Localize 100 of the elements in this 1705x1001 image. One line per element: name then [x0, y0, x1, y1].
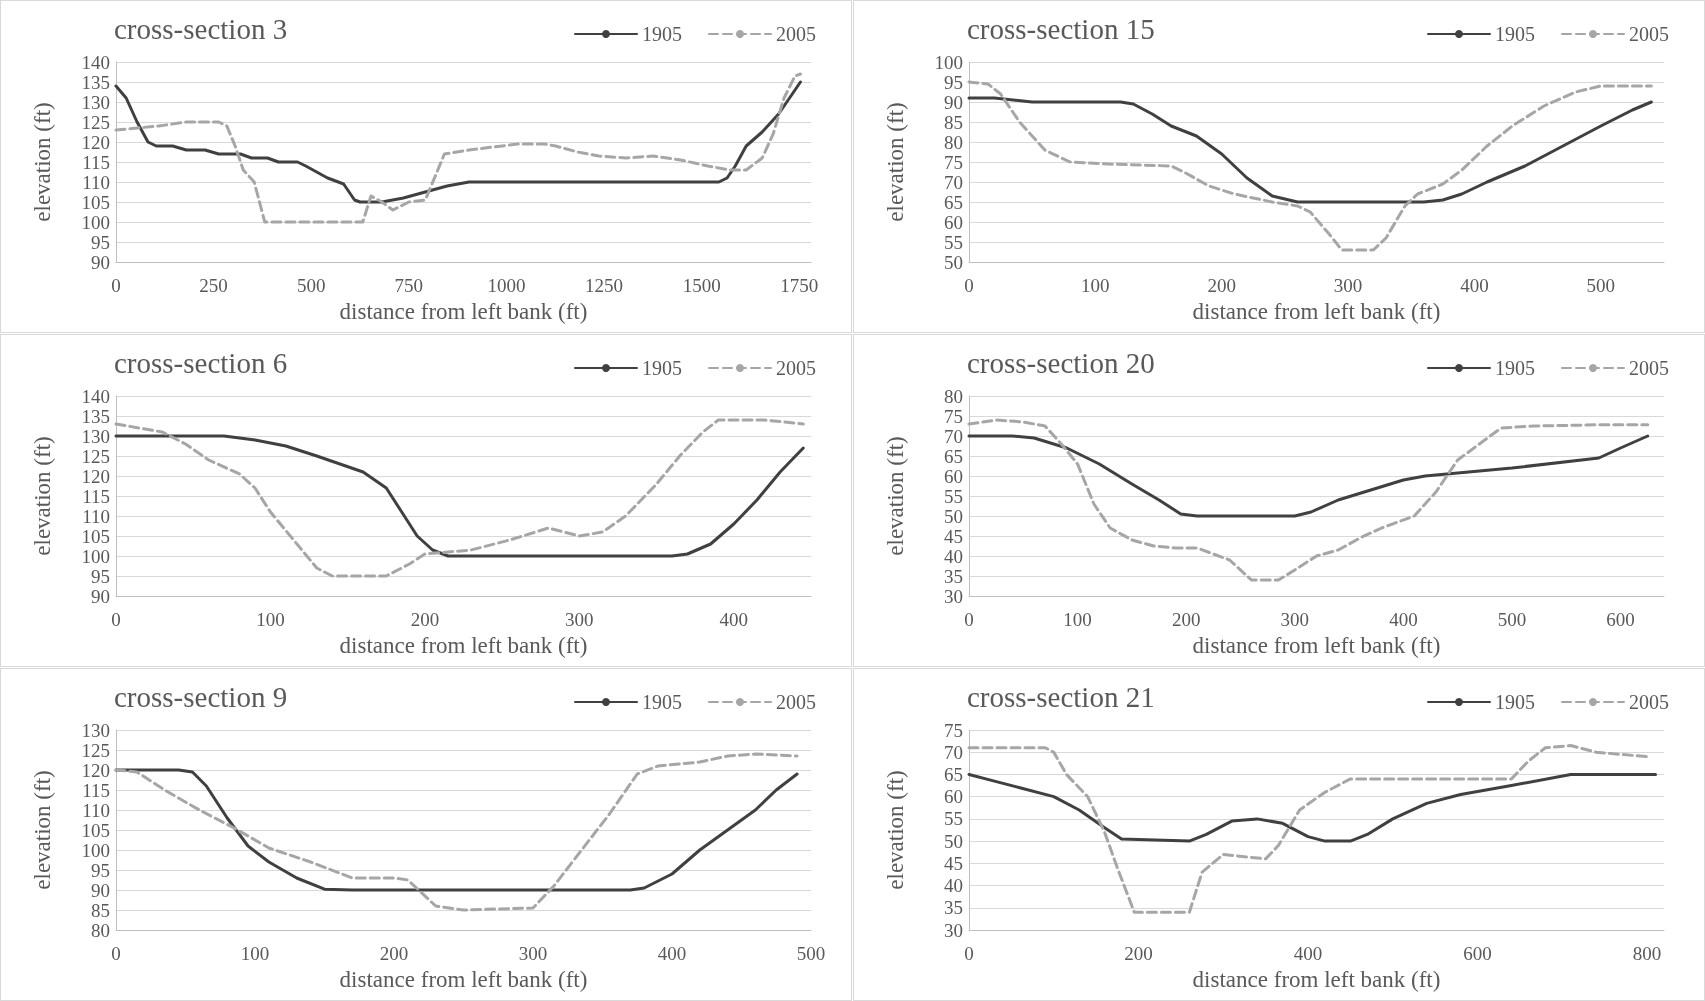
y-tick-label: 40 [944, 875, 963, 897]
y-tick-label: 80 [944, 385, 963, 407]
x-tick-label: 100 [1063, 609, 1092, 630]
legend-label: 1905 [1495, 691, 1535, 713]
y-tick-label: 75 [944, 151, 963, 173]
line-series [114, 418, 805, 578]
legend-label: 2005 [1629, 357, 1669, 379]
x-tick-label: 0 [111, 609, 121, 630]
y-tick-label: 60 [944, 465, 963, 487]
y-tick-label: 35 [944, 897, 963, 919]
x-tick-label: 300 [1280, 609, 1310, 630]
y-tick-label: 55 [944, 808, 963, 830]
line-series [114, 752, 799, 912]
x-tick-label: 0 [964, 943, 974, 964]
legend-label: 2005 [776, 23, 816, 45]
x-tick-label: 200 [1124, 943, 1153, 964]
line-series [967, 96, 1653, 204]
y-tick-label: 110 [82, 799, 110, 821]
y-tick-label: 35 [944, 565, 963, 587]
x-tick-label: 400 [1293, 943, 1323, 964]
y-tick-label: 60 [944, 211, 963, 233]
y-axis-title: elevation (ft) [883, 770, 908, 890]
y-tick-label: 130 [81, 91, 110, 113]
x-tick-label: 600 [1463, 943, 1492, 964]
x-axis-title: distance from left bank (ft) [1192, 967, 1441, 992]
y-tick-label: 115 [82, 485, 110, 507]
y-tick-label: 125 [81, 111, 110, 133]
y-tick-label: 120 [81, 759, 110, 781]
legend-label: 1905 [642, 357, 682, 379]
y-tick-label: 85 [944, 111, 963, 133]
y-tick-label: 115 [82, 151, 110, 173]
y-tick-label: 85 [91, 899, 110, 921]
x-tick-label: 400 [719, 609, 749, 630]
y-axis-title: elevation (ft) [30, 102, 55, 222]
x-tick-label: 250 [199, 275, 228, 296]
x-tick-label: 400 [657, 943, 687, 964]
x-tick-label: 300 [565, 609, 594, 630]
y-tick-label: 135 [81, 71, 110, 93]
x-tick-label: 500 [296, 275, 326, 296]
x-tick-label: 500 [1586, 275, 1616, 296]
y-tick-label: 45 [944, 525, 963, 547]
x-tick-label: 1000 [487, 275, 526, 296]
y-tick-label: 100 [81, 839, 110, 861]
x-axis-title: distance from left bank (ft) [1192, 299, 1441, 324]
y-tick-label: 125 [81, 445, 110, 467]
line-series [967, 744, 1649, 914]
x-tick-label: 100 [240, 943, 270, 964]
x-axis-title: distance from left bank (ft) [339, 967, 588, 992]
chart-title: cross-section 20 [967, 346, 1155, 379]
y-tick-label: 105 [81, 191, 110, 213]
y-axis-title: elevation (ft) [883, 436, 908, 556]
line-series [114, 72, 802, 224]
y-tick-label: 90 [91, 251, 110, 273]
y-tick-label: 115 [82, 779, 110, 801]
x-tick-label: 1250 [585, 275, 624, 296]
x-tick-label: 100 [1081, 275, 1110, 296]
legend-label: 2005 [1629, 23, 1669, 45]
x-tick-label: 400 [1460, 275, 1489, 296]
y-tick-label: 55 [944, 485, 963, 507]
x-axis-title: distance from left bank (ft) [339, 633, 588, 658]
y-tick-label: 135 [81, 405, 110, 427]
y-tick-label: 120 [81, 465, 110, 487]
y-axis-title: elevation (ft) [30, 436, 55, 556]
x-axis-title: distance from left bank (ft) [1192, 633, 1441, 658]
legend-label: 1905 [1495, 357, 1535, 379]
x-tick-label: 400 [1389, 609, 1418, 630]
x-tick-label: 1750 [780, 275, 819, 296]
y-tick-label: 30 [944, 585, 963, 607]
y-tick-label: 90 [91, 585, 110, 607]
y-tick-label: 120 [81, 131, 110, 153]
y-tick-label: 95 [91, 231, 110, 253]
y-tick-label: 30 [944, 919, 963, 941]
x-tick-label: 500 [1497, 609, 1527, 630]
chart-title: cross-section 6 [114, 346, 288, 379]
line-series [114, 434, 805, 558]
chart-title: cross-section 21 [967, 680, 1155, 713]
y-tick-label: 110 [82, 505, 110, 527]
y-tick-label: 55 [944, 231, 963, 253]
legend-label: 1905 [1495, 23, 1535, 45]
y-tick-label: 95 [91, 859, 110, 881]
y-tick-label: 50 [944, 830, 963, 852]
y-tick-label: 50 [944, 505, 963, 527]
y-tick-label: 75 [944, 405, 963, 427]
legend-label: 1905 [642, 691, 682, 713]
x-tick-label: 300 [1333, 275, 1363, 296]
x-tick-label: 0 [964, 275, 974, 296]
y-tick-label: 80 [944, 131, 963, 153]
y-tick-label: 90 [91, 879, 110, 901]
y-tick-label: 50 [944, 251, 963, 273]
chart-title: cross-section 15 [967, 12, 1155, 45]
x-tick-label: 0 [111, 275, 121, 296]
y-tick-label: 100 [934, 51, 963, 73]
y-tick-label: 105 [81, 525, 110, 547]
x-tick-label: 200 [379, 943, 409, 964]
x-tick-label: 200 [1207, 275, 1236, 296]
y-tick-label: 110 [82, 171, 110, 193]
x-tick-label: 0 [111, 943, 121, 964]
y-tick-label: 80 [91, 919, 110, 941]
y-tick-label: 65 [944, 445, 963, 467]
y-tick-label: 100 [81, 211, 110, 233]
